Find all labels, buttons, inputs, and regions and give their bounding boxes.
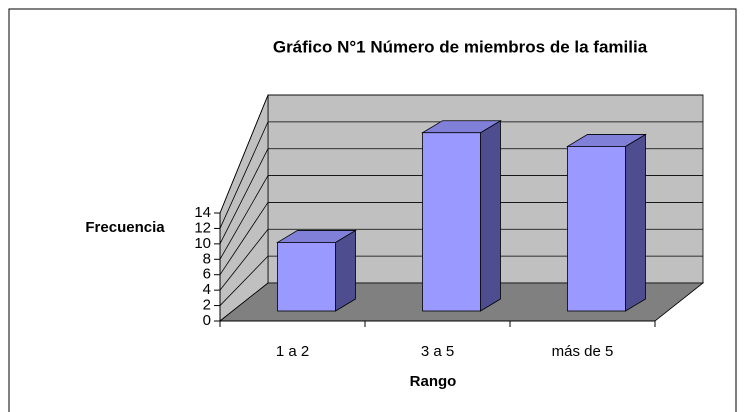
- grid-line: [219, 255, 269, 306]
- x-tick-label: más de 5: [552, 343, 614, 360]
- y-tick-label: 8: [203, 250, 211, 267]
- grid-line: [219, 121, 269, 229]
- y-tick-label: 14: [194, 204, 211, 221]
- y-axis-label: Frecuencia: [85, 219, 165, 236]
- y-tick-label: 2: [203, 297, 211, 314]
- grid-line: [219, 202, 269, 275]
- chart-title: Gráfico N°1 Número de miembros de la fam…: [273, 37, 648, 56]
- bar: [567, 146, 626, 312]
- y-tick-label: 12: [194, 219, 211, 236]
- bar: [277, 242, 336, 312]
- y-tick-label: 4: [203, 281, 211, 298]
- grid-line: [219, 94, 269, 214]
- bar-side: [480, 120, 501, 312]
- x-tick-label: 1 a 2: [276, 343, 309, 360]
- grid-line: [219, 148, 269, 245]
- bar: [422, 132, 481, 312]
- bar-side: [335, 229, 356, 312]
- bar-side: [625, 133, 646, 312]
- y-tick-label: 0: [203, 312, 211, 329]
- grid-line: [219, 229, 269, 291]
- y-tick-label: 6: [203, 266, 211, 283]
- grid-line: [219, 175, 269, 260]
- y-tick-label: 10: [194, 235, 211, 252]
- x-axis-label: Rango: [410, 373, 457, 390]
- x-tick-label: 3 a 5: [421, 343, 454, 360]
